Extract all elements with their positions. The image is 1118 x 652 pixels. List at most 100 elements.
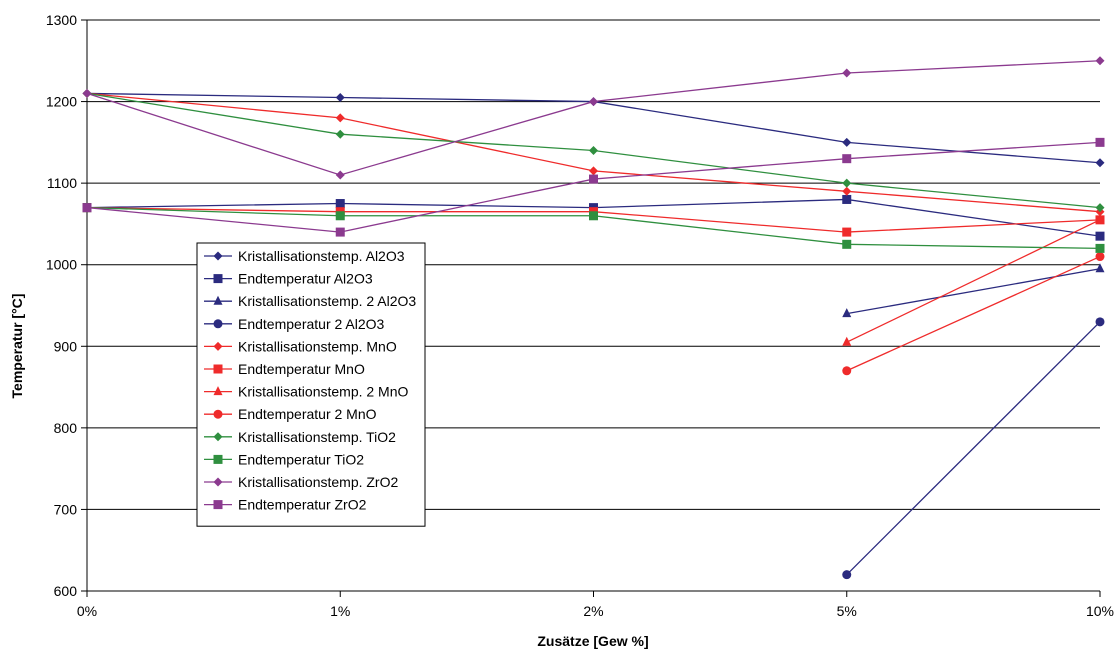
series-line xyxy=(846,268,1101,315)
legend-label: Kristallisationstemp. 2 Al2O3 xyxy=(238,293,416,309)
series-line xyxy=(846,219,1101,343)
legend-marker xyxy=(213,251,223,261)
data-point xyxy=(1095,56,1105,66)
data-point xyxy=(1095,263,1105,273)
data-point xyxy=(842,366,852,376)
data-point xyxy=(589,174,598,184)
legend-label: Kristallisationstemp. 2 MnO xyxy=(238,384,409,400)
data-point xyxy=(335,113,345,123)
data-point xyxy=(589,146,598,156)
legend-item: Endtemperatur TiO2 xyxy=(204,451,364,467)
data-point xyxy=(82,203,92,213)
legend-marker xyxy=(213,341,223,351)
data-point xyxy=(335,170,345,180)
data-point xyxy=(1095,158,1105,168)
data-point xyxy=(1095,137,1105,147)
data-point xyxy=(589,166,598,176)
legend-item: Kristallisationstemp. TiO2 xyxy=(204,429,396,445)
data-point xyxy=(842,239,852,249)
series-11 xyxy=(82,137,1105,237)
legend-marker xyxy=(213,274,223,284)
series-10 xyxy=(82,56,1105,180)
data-point xyxy=(335,227,345,237)
y-tick-label: 1100 xyxy=(47,175,77,191)
legend-item: Kristallisationstemp. 2 Al2O3 xyxy=(204,293,416,309)
axes: 600 700 800 900 1000 1100 1200 1300 0% 1% 2% 5% 10% xyxy=(46,12,1114,619)
legend-marker xyxy=(213,386,223,396)
legend-marker xyxy=(213,432,223,442)
x-tick-label: 5% xyxy=(837,603,857,619)
y-axis-title: Temperatur [°C] xyxy=(9,294,25,399)
legend-box xyxy=(196,242,426,527)
y-tick-label: 1200 xyxy=(46,94,77,110)
legend-item: Endtemperatur Al2O3 xyxy=(204,271,373,287)
series-lines xyxy=(82,56,1105,580)
legend-label: Endtemperatur Al2O3 xyxy=(238,271,373,287)
legend-item: Endtemperatur MnO xyxy=(204,361,365,377)
series-6 xyxy=(842,214,1105,346)
legend-marker xyxy=(213,364,223,374)
data-point xyxy=(335,211,345,221)
data-point xyxy=(842,336,852,346)
legend-item: Kristallisationstemp. MnO xyxy=(204,338,397,354)
legend-label: Endtemperatur 2 Al2O3 xyxy=(238,316,385,332)
data-point xyxy=(842,178,852,188)
legend-label: Kristallisationstemp. Al2O3 xyxy=(238,248,405,264)
data-point xyxy=(1095,231,1105,241)
data-point xyxy=(842,194,852,204)
legend-label: Kristallisationstemp. ZrO2 xyxy=(238,474,398,490)
data-point xyxy=(1095,203,1105,213)
x-tick-label: 2% xyxy=(583,603,603,619)
data-point xyxy=(1095,317,1105,327)
y-tick-label: 900 xyxy=(54,338,78,354)
legend-marker xyxy=(213,409,223,419)
data-point xyxy=(842,186,852,196)
legend-label: Endtemperatur TiO2 xyxy=(238,451,364,467)
legend: Kristallisationstemp. Al2O3 Endtemperatur… xyxy=(196,242,426,527)
legend-item: Kristallisationstemp. 2 MnO xyxy=(204,384,409,400)
legend-label: Kristallisationstemp. TiO2 xyxy=(238,429,396,445)
data-point xyxy=(1095,243,1105,253)
legend-item: Endtemperatur 2 MnO xyxy=(204,406,377,422)
data-point xyxy=(335,92,345,102)
data-point xyxy=(842,227,852,237)
data-point xyxy=(1095,252,1105,262)
legend-marker xyxy=(213,295,223,305)
legend-label: Endtemperatur ZrO2 xyxy=(238,497,367,513)
legend-label: Endtemperatur MnO xyxy=(238,361,365,377)
legend-item: Endtemperatur ZrO2 xyxy=(204,497,367,513)
data-point xyxy=(589,97,598,107)
data-point xyxy=(1095,214,1105,224)
data-point xyxy=(842,68,852,78)
data-point xyxy=(335,129,345,139)
x-tick-label: 10% xyxy=(1086,603,1114,619)
legend-label: Endtemperatur 2 MnO xyxy=(238,406,377,422)
series-7 xyxy=(842,252,1105,376)
legend-marker xyxy=(213,500,223,510)
legend-item: Endtemperatur 2 Al2O3 xyxy=(204,316,385,332)
data-point xyxy=(842,570,852,580)
y-tick-label: 1000 xyxy=(46,257,77,273)
x-tick-label: 0% xyxy=(77,603,97,619)
data-point xyxy=(842,137,852,147)
data-point xyxy=(589,211,598,221)
data-point xyxy=(335,199,345,209)
legend-marker xyxy=(213,454,223,464)
y-tick-label: 600 xyxy=(54,583,78,599)
legend-marker xyxy=(213,319,223,329)
legend-marker xyxy=(213,477,223,487)
series-line xyxy=(846,321,1101,576)
series-line xyxy=(846,255,1101,372)
x-tick-label: 1% xyxy=(330,603,350,619)
legend-label: Kristallisationstemp. MnO xyxy=(238,338,397,354)
data-point xyxy=(82,88,92,98)
legend-item: Kristallisationstemp. ZrO2 xyxy=(204,474,398,490)
data-point xyxy=(842,308,852,318)
data-point xyxy=(842,154,852,164)
series-2 xyxy=(842,263,1105,318)
y-tick-label: 700 xyxy=(54,501,78,517)
x-axis-title: Zusätze [Gew %] xyxy=(537,633,648,649)
legend-item: Kristallisationstemp. Al2O3 xyxy=(204,248,405,264)
